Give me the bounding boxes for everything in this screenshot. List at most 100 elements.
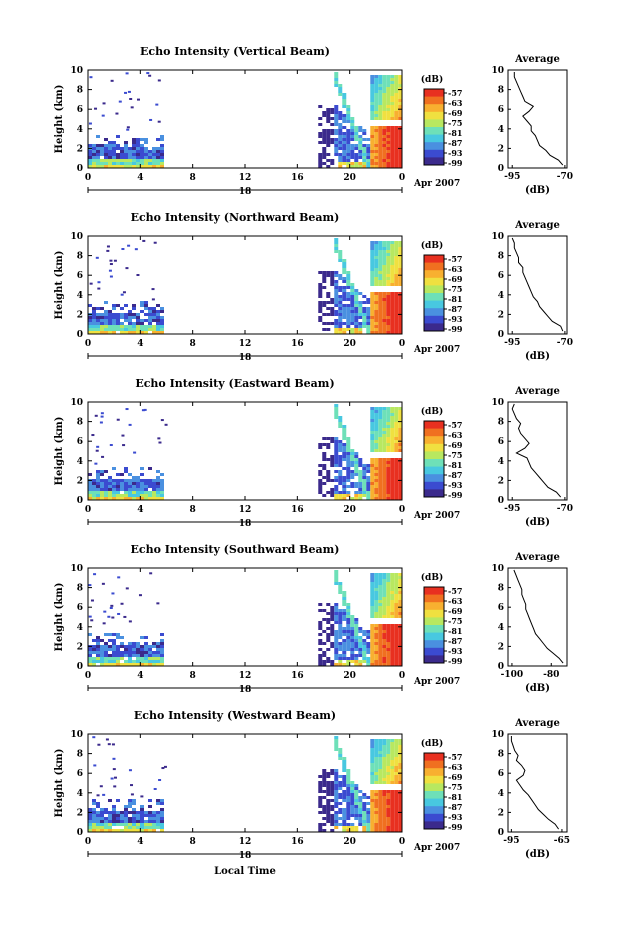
heatmap-cell xyxy=(386,310,391,313)
heatmap-cell xyxy=(124,805,128,808)
heatmap-cell xyxy=(342,114,347,117)
x-tick-label: 0 xyxy=(85,505,91,515)
heatmap-cell xyxy=(123,615,127,618)
heatmap-cell xyxy=(342,485,347,488)
heatmap-cell xyxy=(92,313,96,316)
heatmap-cell xyxy=(358,805,363,808)
heatmap-cell xyxy=(350,624,355,627)
heatmap-cell xyxy=(378,615,383,618)
heatmap-cell xyxy=(346,802,351,805)
heatmap-cell xyxy=(382,150,387,153)
heatmap-cell xyxy=(382,84,387,87)
heatmap-cell xyxy=(374,458,379,461)
y-axis-label: Height (km) xyxy=(54,583,65,652)
heatmap-cell xyxy=(322,482,327,485)
heatmap-cell xyxy=(370,576,375,579)
heatmap-cell xyxy=(394,310,399,313)
heatmap-cell xyxy=(116,313,120,316)
heatmap-cell xyxy=(346,440,351,443)
heatmap-cell xyxy=(398,651,403,654)
heatmap-cell xyxy=(394,150,399,153)
heatmap-cell xyxy=(378,651,383,654)
heatmap-cell xyxy=(132,162,136,165)
heatmap-cell xyxy=(398,476,403,479)
heatmap-cell xyxy=(370,639,375,642)
colorbar-tick-label: -57 xyxy=(448,254,462,264)
heatmap-cell xyxy=(326,817,331,820)
heatmap-cell xyxy=(398,99,403,102)
heatmap-cell xyxy=(144,165,148,168)
heatmap-cell xyxy=(152,150,156,153)
heatmap-cell xyxy=(116,648,120,651)
heatmap-cell xyxy=(354,660,359,663)
heatmap-cell xyxy=(342,618,347,621)
heatmap-cell xyxy=(140,138,144,141)
heatmap-cell xyxy=(370,111,375,114)
heatmap-cell xyxy=(160,814,164,817)
heatmap-cell xyxy=(342,627,347,630)
heatmap-cell xyxy=(346,313,351,316)
heatmap-cell xyxy=(374,663,379,666)
heatmap-cell xyxy=(160,651,164,654)
heatmap-cell xyxy=(374,754,379,757)
heatmap-cell xyxy=(156,648,160,651)
x-tick-label: 16 xyxy=(291,837,304,847)
average-x-tick-label: -70 xyxy=(557,504,573,514)
heatmap-cell xyxy=(346,310,351,313)
heatmap-cell xyxy=(374,90,379,93)
heatmap-cell xyxy=(390,745,395,748)
heatmap-cell xyxy=(148,325,152,328)
heatmap-cell xyxy=(374,654,379,657)
average-x-label: (dB) xyxy=(525,849,550,860)
heatmap-cell xyxy=(116,479,120,482)
heatmap-cell xyxy=(374,114,379,117)
heatmap-cell xyxy=(132,491,136,494)
heatmap-cell xyxy=(350,120,355,123)
heatmap-cell xyxy=(112,663,116,666)
heatmap-cell xyxy=(318,162,323,165)
heatmap-cell xyxy=(95,256,99,259)
heatmap-cell xyxy=(92,811,96,814)
heatmap-cell xyxy=(330,458,335,461)
heatmap-cell xyxy=(398,407,403,410)
heatmap-cell xyxy=(96,135,100,138)
heatmap-cell xyxy=(374,479,379,482)
heatmap-cell xyxy=(132,802,136,805)
heatmap-cell xyxy=(398,814,403,817)
heatmap-cell xyxy=(326,328,331,331)
colorbar-swatch xyxy=(424,640,444,649)
heatmap-cell xyxy=(358,153,363,156)
heatmap-cell xyxy=(96,488,100,491)
heatmap-cell xyxy=(92,331,96,334)
heatmap-cell xyxy=(390,111,395,114)
heatmap-cell xyxy=(120,642,124,645)
heatmap-cell xyxy=(330,322,335,325)
heatmap-cell xyxy=(140,823,144,826)
heatmap-cell xyxy=(394,271,399,274)
heatmap-cell xyxy=(386,141,391,144)
heatmap-cell xyxy=(386,467,391,470)
heatmap-cell xyxy=(342,488,347,491)
heatmap-cell xyxy=(394,585,399,588)
heatmap-cell xyxy=(358,654,363,657)
heatmap-cell xyxy=(148,829,152,832)
heatmap-cell xyxy=(382,799,387,802)
heatmap-cell xyxy=(350,461,355,464)
heatmap-cell xyxy=(160,307,164,310)
heatmap-cell xyxy=(116,144,120,147)
date-day: 18 xyxy=(239,685,252,695)
heatmap-cell xyxy=(338,588,343,591)
heatmap-cell xyxy=(104,331,108,334)
heatmap-cell xyxy=(362,660,367,663)
heatmap-cell xyxy=(330,488,335,491)
heatmap-cell xyxy=(398,808,403,811)
heatmap-cell xyxy=(334,573,339,576)
heatmap-cell xyxy=(390,612,395,615)
heatmap-cell xyxy=(358,630,363,633)
heatmap-cell xyxy=(334,132,339,135)
heatmap-cell xyxy=(128,657,132,660)
heatmap-cell xyxy=(96,482,100,485)
heatmap-cell xyxy=(322,322,327,325)
colorbar-swatch xyxy=(424,428,444,437)
heatmap-cell xyxy=(370,105,375,108)
